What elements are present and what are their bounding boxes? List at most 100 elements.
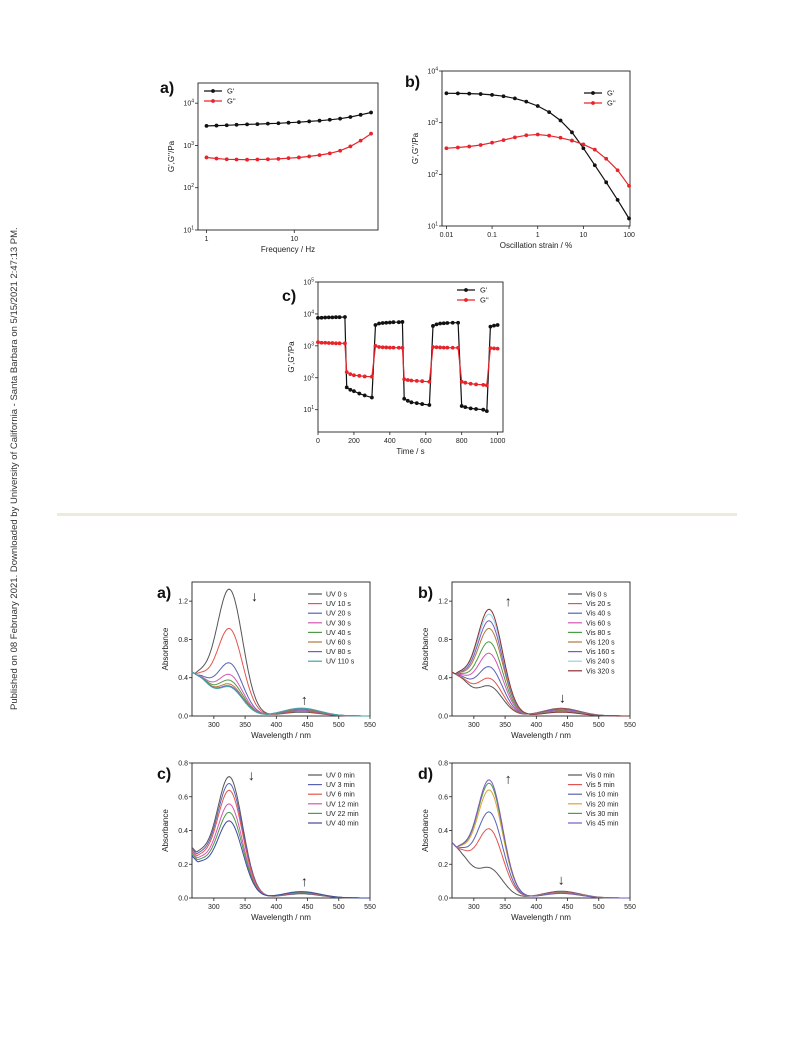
x-axis-label: Wavelength / nm — [511, 731, 571, 740]
legend-marker — [211, 89, 215, 93]
data-point — [535, 104, 540, 108]
chart-rheo_a: a) 1 10 101 102 103 104 Frequency / Hz G',G''/Pa… — [160, 80, 379, 254]
legend-label: G' — [607, 89, 615, 98]
data-point — [431, 324, 435, 328]
legend-label: UV 12 min — [326, 801, 359, 808]
trend-arrow: ↑ — [301, 692, 308, 708]
data-point — [338, 148, 343, 153]
legend-marker — [464, 298, 468, 302]
x-tick-label: 550 — [624, 722, 636, 729]
data-point — [535, 132, 540, 137]
data-point — [286, 156, 291, 161]
tick-exponent: 1 — [311, 405, 314, 411]
data-point — [245, 157, 249, 162]
data-point — [348, 115, 353, 119]
data-point — [400, 320, 405, 324]
data-point — [501, 138, 506, 142]
data-point — [570, 130, 574, 135]
data-point — [319, 340, 324, 345]
x-tick-label: 300 — [468, 904, 480, 911]
x-tick-label: 400 — [530, 722, 542, 729]
data-point — [204, 123, 209, 128]
chart-abs_b: b) 300 350 400 450 500 550 0.0 0.4 0.8 1.2 Waveleng… — [418, 581, 636, 740]
legend-label: G'' — [607, 99, 616, 108]
x-tick-label: 800 — [456, 438, 468, 445]
data-point — [481, 382, 486, 387]
legend-label: Vis 320 s — [586, 668, 615, 675]
x-tick-label: 500 — [593, 904, 605, 911]
data-point — [478, 92, 483, 96]
plot-frame — [197, 82, 379, 231]
legend-marker — [591, 101, 595, 105]
panel-label: b) — [405, 74, 420, 91]
series-line — [191, 803, 370, 899]
y-tick-label: 1.2 — [438, 599, 448, 606]
y-tick-label: 101 — [183, 226, 194, 235]
chart-abs_c: c) 300 350 400 450 500 550 0.0 0.2 0.4 0.6 0.8 Wavel… — [157, 761, 376, 923]
y-axis-label: G',G''/Pa — [411, 132, 420, 164]
data-point — [427, 379, 432, 384]
data-point — [488, 346, 493, 350]
data-point — [615, 168, 620, 173]
data-point — [434, 345, 439, 350]
x-tick-label: 100 — [623, 232, 635, 239]
tick-exponent: 2 — [311, 373, 314, 379]
trend-arrow: ↑ — [505, 770, 512, 786]
data-point — [369, 395, 374, 400]
trend-arrow: ↓ — [559, 690, 566, 706]
series-line — [191, 671, 370, 717]
data-point — [441, 345, 446, 350]
data-point — [431, 345, 435, 349]
x-tick-label: 450 — [302, 904, 314, 911]
y-tick-label: 105 — [303, 278, 314, 287]
y-axis-label: Absorbance — [421, 627, 430, 670]
y-tick-label: 0.4 — [178, 828, 188, 835]
x-tick-label: 350 — [239, 904, 251, 911]
data-point — [391, 320, 396, 325]
section-divider — [57, 513, 737, 516]
data-point — [627, 183, 631, 188]
tick-exponent: 1 — [435, 222, 438, 228]
x-tick-label: 300 — [208, 904, 220, 911]
legend-label: UV 3 min — [326, 782, 355, 789]
publication-side-note: Published on 08 February 2021. Downloade… — [4, 150, 22, 710]
trend-arrow: ↑ — [301, 873, 308, 889]
y-tick-label: 0.8 — [438, 761, 448, 768]
series-line — [206, 133, 372, 161]
y-tick-label: 0.2 — [438, 862, 448, 869]
data-point — [455, 145, 460, 150]
data-point — [276, 157, 281, 161]
x-axis-label: Time / s — [396, 447, 424, 456]
series-line — [191, 662, 370, 717]
data-point — [348, 372, 353, 377]
x-tick-label: 400 — [270, 722, 282, 729]
legend-label: UV 80 s — [326, 649, 351, 656]
x-tick-label: 600 — [420, 438, 432, 445]
data-point — [405, 378, 410, 382]
data-point — [348, 144, 353, 149]
y-tick-label: 103 — [427, 118, 438, 127]
data-point — [334, 341, 338, 346]
data-point — [512, 135, 517, 140]
data-point — [558, 118, 563, 123]
x-axis-label: Wavelength / nm — [511, 913, 571, 922]
panel-label: a) — [160, 80, 174, 97]
data-point — [286, 120, 291, 125]
data-point — [337, 315, 342, 320]
chart-abs_d: d) 300 350 400 450 500 550 0.0 0.2 0.4 0.6 0.8 Wavel… — [418, 761, 636, 923]
data-point — [319, 315, 324, 320]
data-point — [297, 155, 301, 160]
y-tick-label: 0.8 — [438, 637, 448, 644]
y-axis-label: Absorbance — [161, 809, 170, 852]
data-point — [377, 321, 381, 326]
data-point — [427, 403, 432, 407]
data-point — [344, 370, 349, 375]
y-axis-label: Absorbance — [421, 809, 430, 852]
panel-label: c) — [157, 766, 171, 783]
data-point — [450, 320, 455, 325]
y-tick-label: 0.4 — [438, 828, 448, 835]
legend-label: Vis 10 min — [586, 792, 619, 799]
legend-label: UV 40 s — [326, 630, 351, 637]
data-point — [214, 123, 219, 128]
series-line — [446, 133, 630, 187]
